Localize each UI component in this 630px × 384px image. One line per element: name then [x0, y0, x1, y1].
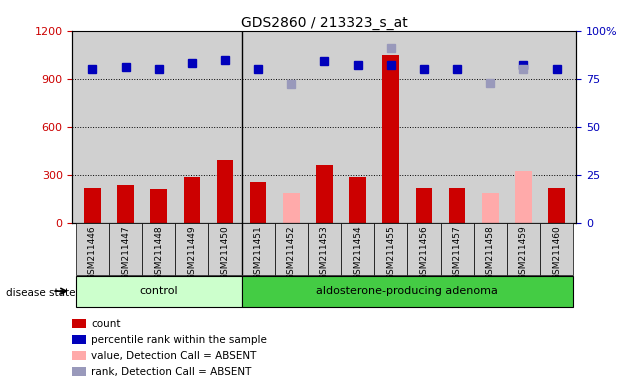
- FancyBboxPatch shape: [275, 223, 308, 275]
- Bar: [449, 188, 466, 223]
- FancyBboxPatch shape: [474, 223, 507, 275]
- FancyBboxPatch shape: [109, 223, 142, 275]
- Bar: [151, 189, 167, 223]
- Bar: [482, 193, 498, 223]
- Bar: [382, 55, 399, 223]
- Bar: [117, 185, 134, 223]
- Text: GSM211451: GSM211451: [254, 225, 263, 280]
- FancyBboxPatch shape: [341, 223, 374, 275]
- Title: GDS2860 / 213323_s_at: GDS2860 / 213323_s_at: [241, 16, 408, 30]
- Text: aldosterone-producing adenoma: aldosterone-producing adenoma: [316, 286, 498, 296]
- Text: GSM211448: GSM211448: [154, 225, 163, 280]
- Text: GSM211459: GSM211459: [519, 225, 528, 280]
- Text: GSM211450: GSM211450: [220, 225, 229, 280]
- Bar: [183, 177, 200, 223]
- FancyBboxPatch shape: [308, 223, 341, 275]
- Text: disease state: disease state: [6, 288, 76, 298]
- Text: count: count: [91, 319, 121, 329]
- Bar: [250, 182, 266, 223]
- FancyBboxPatch shape: [540, 223, 573, 275]
- Text: GSM211455: GSM211455: [386, 225, 395, 280]
- Text: GSM211452: GSM211452: [287, 225, 296, 280]
- Bar: [283, 193, 300, 223]
- Text: GSM211454: GSM211454: [353, 225, 362, 280]
- Text: GSM211456: GSM211456: [420, 225, 428, 280]
- Bar: [515, 171, 532, 223]
- FancyBboxPatch shape: [76, 223, 109, 275]
- FancyBboxPatch shape: [440, 223, 474, 275]
- Text: GSM211458: GSM211458: [486, 225, 495, 280]
- Bar: [84, 187, 101, 223]
- Bar: [316, 165, 333, 223]
- Text: percentile rank within the sample: percentile rank within the sample: [91, 335, 267, 345]
- FancyBboxPatch shape: [241, 223, 275, 275]
- Bar: [217, 159, 233, 223]
- FancyBboxPatch shape: [142, 223, 175, 275]
- Text: GSM211460: GSM211460: [552, 225, 561, 280]
- FancyBboxPatch shape: [507, 223, 540, 275]
- FancyBboxPatch shape: [76, 276, 241, 307]
- Text: GSM211453: GSM211453: [320, 225, 329, 280]
- Text: GSM211446: GSM211446: [88, 225, 97, 280]
- Text: GSM211449: GSM211449: [187, 225, 197, 280]
- Bar: [349, 177, 366, 223]
- Text: rank, Detection Call = ABSENT: rank, Detection Call = ABSENT: [91, 367, 252, 377]
- FancyBboxPatch shape: [241, 276, 573, 307]
- Text: GSM211457: GSM211457: [452, 225, 462, 280]
- FancyBboxPatch shape: [209, 223, 241, 275]
- Text: control: control: [139, 286, 178, 296]
- Bar: [416, 188, 432, 223]
- FancyBboxPatch shape: [374, 223, 408, 275]
- Bar: [548, 188, 565, 223]
- Text: value, Detection Call = ABSENT: value, Detection Call = ABSENT: [91, 351, 257, 361]
- FancyBboxPatch shape: [408, 223, 440, 275]
- Text: GSM211447: GSM211447: [121, 225, 130, 280]
- FancyBboxPatch shape: [175, 223, 209, 275]
